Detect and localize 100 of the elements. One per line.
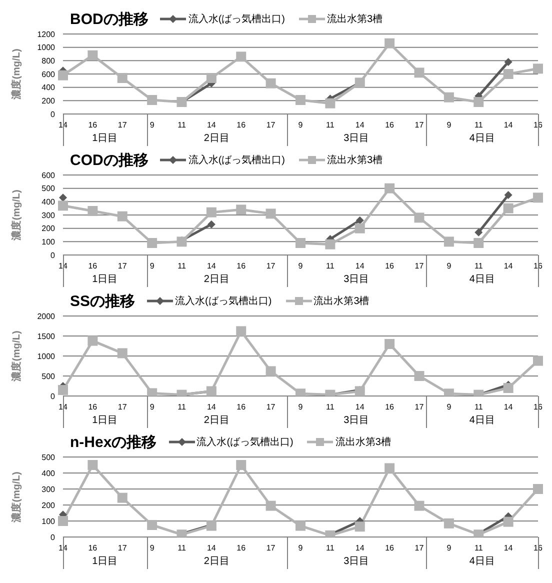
point [503,383,514,393]
x-tick-label: 11 [326,544,335,553]
x-tick-label: 17 [414,544,424,553]
text: 3日目 [342,132,370,145]
y-tick-label: 200 [42,96,56,106]
x-tick-label: 11 [326,262,335,271]
x-tick-label: 14 [355,544,365,553]
y-tick-label: 1000 [37,43,56,52]
text: 1日目 [91,414,119,427]
point [384,183,395,194]
x-tick-label: 14 [504,544,514,553]
point [206,207,216,218]
x-tick-label: 11 [326,402,335,412]
point [266,78,276,88]
point [354,223,365,234]
point [356,216,364,224]
point [206,73,216,83]
point [266,366,276,376]
y-tick-label: 0 [50,110,56,119]
y-tick-label: 300 [42,210,56,220]
x-tick-label: 14 [355,120,365,130]
x-tick-label: 16 [88,262,98,271]
point [533,484,543,494]
x-tick-label: 9 [298,402,304,412]
x-tick-label: 11 [326,120,335,130]
legend-label: 流出水第3槽 [335,436,391,449]
x-tick-label: 17 [266,544,276,553]
y-axis-title: 濃度(mg/L) [10,472,23,524]
y-tick-label: 500 [42,184,56,194]
point [325,239,336,250]
point [474,238,484,248]
point [296,238,306,248]
y-axis-title: 濃度(mg/L) [10,190,23,242]
legend-label: 流入水(ばっ気槽出口) [188,154,286,167]
chart-title: n-Hexの推移 [70,432,157,452]
point [503,516,514,527]
x-tick-label: 16 [236,262,246,271]
point [147,95,158,105]
point [117,348,128,358]
y-tick-label: 100 [42,516,56,526]
x-tick-label: 16 [385,402,395,412]
y-tick-label: 600 [42,170,56,180]
x-tick-label: 9 [446,120,452,130]
point [533,64,543,74]
x-tick-label: 14 [504,402,514,412]
x-tick-label: 16 [88,544,98,553]
point [236,326,246,336]
point [88,206,98,216]
point [266,208,276,219]
y-tick-label: 300 [42,484,56,494]
x-tick-label: 17 [266,120,276,130]
chart-title: CODの推移 [70,150,148,170]
point [503,69,514,79]
text: 4日目 [468,273,496,286]
point [503,203,514,214]
y-tick-label: 500 [42,372,56,381]
y-tick-label: 200 [42,224,56,234]
legend-label: 流出水第3槽 [327,12,383,26]
text: 3日目 [342,414,370,427]
y-axis-title: 濃度(mg/L) [10,48,23,100]
x-tick-label: 9 [298,120,304,130]
text: 3日目 [342,273,370,286]
x-tick-label: 16 [236,120,246,130]
y-tick-label: 400 [42,83,56,92]
point [88,50,98,60]
point [147,238,158,248]
point [384,339,395,349]
y-tick-label: 100 [42,238,56,247]
point [59,194,67,202]
x-tick-label: 11 [178,544,186,553]
text: 4日目 [468,132,496,145]
x-tick-label: 14 [355,262,365,271]
text: 2日目 [202,132,230,145]
point [325,98,336,108]
y-tick-label: 800 [42,56,56,66]
y-tick-label: 1500 [37,332,56,341]
x-tick-label: 17 [118,544,128,553]
chart-title: BODの推移 [70,10,148,28]
y-tick-label: 600 [42,70,56,79]
point [384,463,395,474]
point [207,220,216,228]
legend-label: 流出水第3槽 [327,154,383,167]
y-tick-label: 1000 [37,352,56,361]
x-tick-label: 9 [150,402,155,412]
x-tick-label: 11 [178,262,186,271]
point [88,336,98,346]
text: 4日目 [468,414,496,427]
text: 3日目 [342,555,370,568]
point [176,236,187,247]
x-tick-label: 14 [206,544,216,553]
y-tick-label: 2000 [37,312,56,321]
point [58,200,68,211]
point [266,500,276,511]
text: 1日目 [91,273,119,286]
x-tick-label: 9 [150,120,155,130]
y-tick-label: 1200 [37,30,56,39]
x-tick-label: 9 [150,544,155,553]
point [504,58,512,66]
x-tick-label: 11 [178,402,186,412]
text: 4日目 [468,555,496,568]
